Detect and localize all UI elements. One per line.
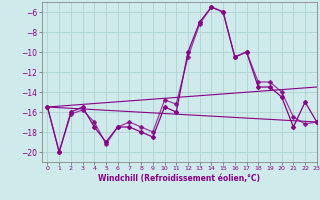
X-axis label: Windchill (Refroidissement éolien,°C): Windchill (Refroidissement éolien,°C) [98,174,260,183]
